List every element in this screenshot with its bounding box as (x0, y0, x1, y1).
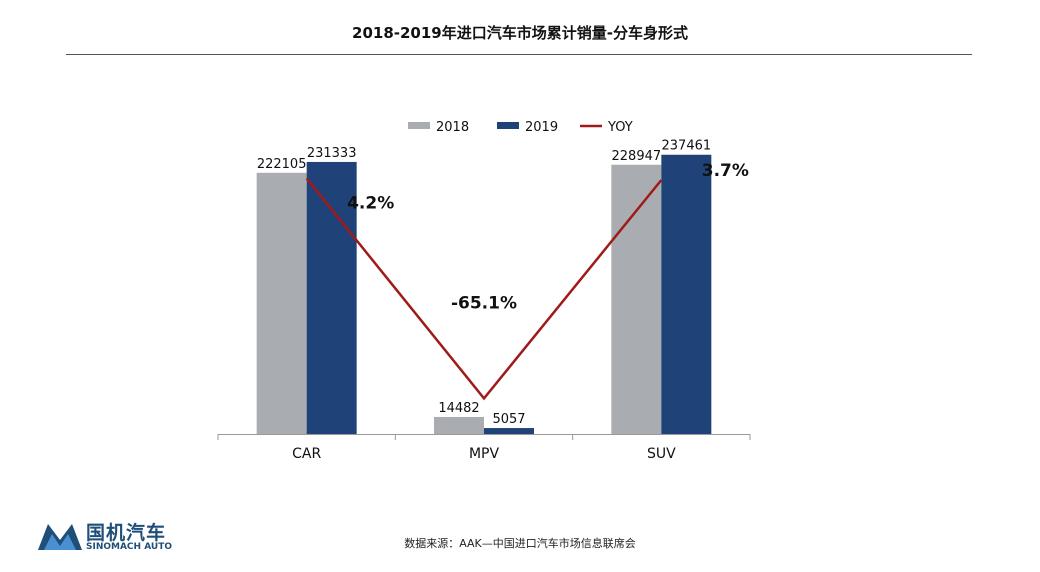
yoy-value-label-car: 4.2% (347, 193, 394, 213)
yoy-value-label-mpv: -65.1% (451, 293, 517, 313)
yoy-line (305, 177, 663, 401)
logo-text-en: SINOMACH AUTO (86, 542, 172, 552)
legend-label-2019: 2019 (525, 120, 558, 135)
bar-car-2019 (306, 161, 357, 434)
legend-label-2018: 2018 (436, 120, 469, 135)
category-label-suv: SUV (647, 446, 676, 462)
category-label-mpv: MPV (469, 446, 500, 462)
bar-value-label-suv-2018: 228947 (612, 149, 662, 164)
bar-value-label-mpv-2019: 5057 (492, 412, 525, 427)
bar-mpv-2019 (484, 428, 534, 434)
bar-mpv-2018 (434, 416, 484, 434)
bar-suv-2018 (611, 164, 662, 434)
bar-car-2018 (256, 172, 307, 435)
yoy-value-label-suv: 3.7% (702, 161, 749, 181)
bar-value-label-car-2019: 231333 (307, 146, 357, 161)
data-source-note: 数据来源：AAK—中国进口汽车市场信息联席会 (404, 537, 636, 550)
sinomach-logo-icon (38, 524, 82, 550)
bar-value-label-mpv-2018: 14482 (438, 401, 479, 416)
legend-swatch-2018 (408, 122, 430, 129)
logo-text-cn: 国机汽车 (86, 522, 167, 544)
bar-value-label-car-2018: 222105 (257, 157, 307, 172)
legend-label-yoy: YOY (607, 120, 633, 135)
bar-value-label-suv-2019: 237461 (662, 139, 712, 154)
page-title: 2018-2019年进口汽车市场累计销量-分车身形式 (352, 24, 688, 42)
chart-legend: 2018 2019 YOY (408, 120, 633, 135)
legend-swatch-2019 (497, 122, 519, 129)
bar-suv-2019 (661, 154, 712, 435)
category-label-car: CAR (292, 446, 321, 462)
title-divider (66, 54, 972, 55)
